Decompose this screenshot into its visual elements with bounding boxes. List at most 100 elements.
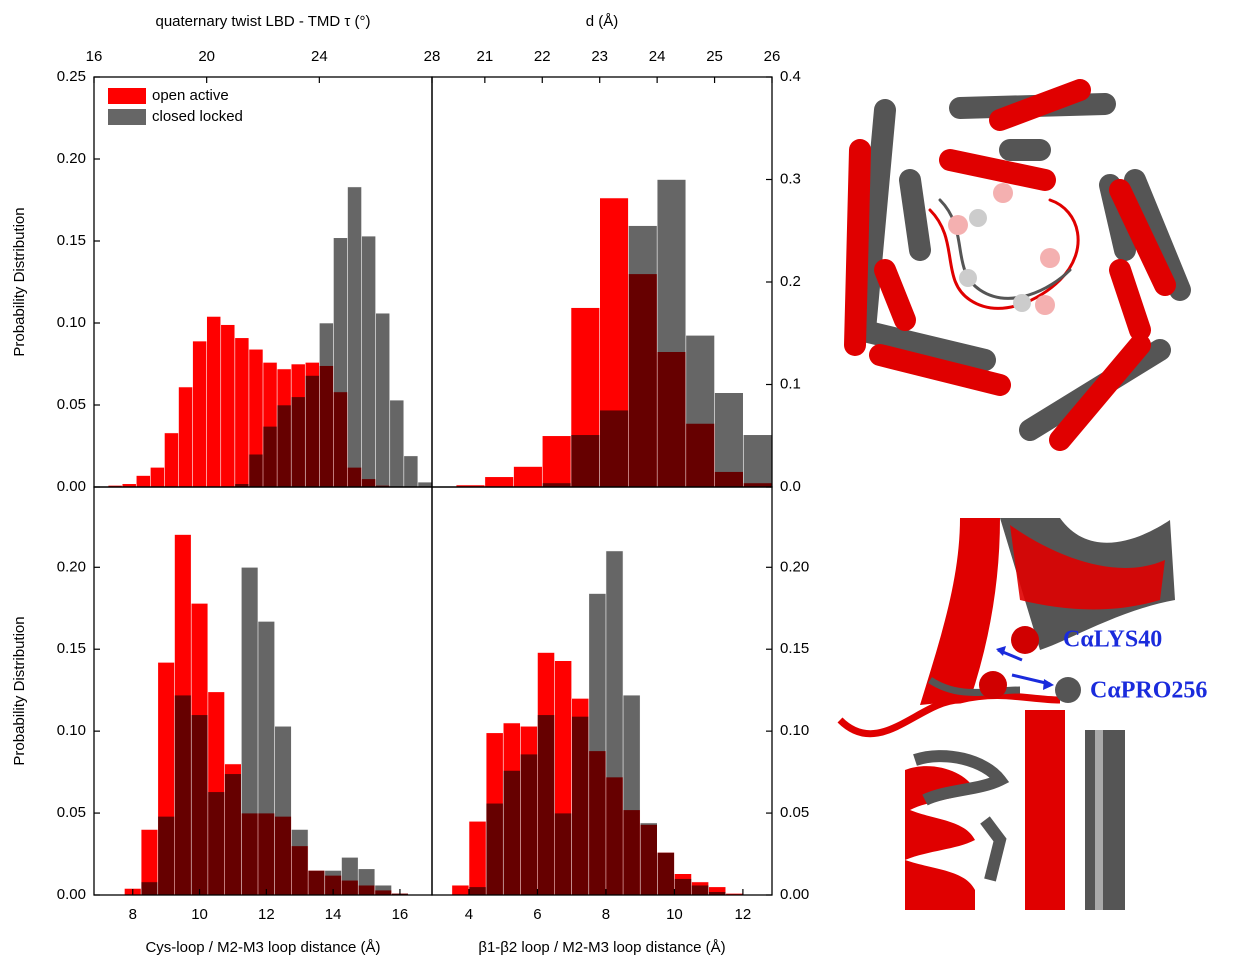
bar xyxy=(262,426,278,488)
y-tick-label: 0.00 xyxy=(57,478,86,495)
y-tick-label: 0.15 xyxy=(57,232,86,249)
bar xyxy=(319,322,334,488)
y-tick-label: 0.20 xyxy=(780,558,809,575)
panel: 16 20 24 28 quaternary twist LBD - TMD τ (°)… xyxy=(11,13,440,495)
y-tick-label: 0.0 xyxy=(780,478,801,495)
y-tick-label: 0.10 xyxy=(780,722,809,739)
y-tick-label: 0.05 xyxy=(780,804,809,821)
y-tick-label: 0.10 xyxy=(57,722,86,739)
y-tick-label: 0.1 xyxy=(780,375,801,392)
bar xyxy=(656,179,687,488)
bar xyxy=(714,392,744,488)
legend-swatch xyxy=(108,109,146,125)
bar xyxy=(157,816,175,896)
bar xyxy=(639,822,658,896)
bar xyxy=(554,812,572,896)
bar xyxy=(347,186,362,488)
x-tick-label: 14 xyxy=(325,906,342,923)
x-tick-label: 16 xyxy=(86,48,103,65)
bar xyxy=(656,852,675,896)
bar xyxy=(628,225,658,488)
x-tick-label: 16 xyxy=(392,906,409,923)
bar xyxy=(224,773,242,896)
y-tick-label: 0.05 xyxy=(57,804,86,821)
bar xyxy=(513,466,543,488)
bar xyxy=(178,386,193,488)
annotation: CαLYS40 xyxy=(1063,627,1162,653)
y-tick-label: 0.3 xyxy=(780,170,801,187)
bar xyxy=(451,884,470,896)
bar xyxy=(605,550,624,896)
x-tick-label: 22 xyxy=(534,48,551,65)
bar xyxy=(192,340,207,488)
bar xyxy=(484,476,514,488)
y-tick-label: 0.20 xyxy=(57,150,86,167)
bar xyxy=(570,434,601,488)
bar xyxy=(588,593,607,896)
y-tick-label: 0.00 xyxy=(780,886,809,903)
x-tick-label: 10 xyxy=(191,906,208,923)
bar xyxy=(485,802,504,896)
panel-frame xyxy=(431,486,773,896)
y-tick-label: 0.2 xyxy=(780,273,801,290)
structure-bottom: CαLYS40 CαPRO256 xyxy=(837,518,1207,910)
bar xyxy=(276,404,292,488)
bar xyxy=(622,694,641,896)
bar xyxy=(389,399,405,488)
bar xyxy=(304,375,320,488)
x-tick-label: 4 xyxy=(465,906,473,923)
x-axis-label: quaternary twist LBD - TMD τ (°) xyxy=(155,13,370,30)
bar xyxy=(742,434,773,488)
bar xyxy=(357,868,376,896)
x-tick-label: 10 xyxy=(666,906,683,923)
x-tick-label: 28 xyxy=(424,48,441,65)
y-axis-label: Probability Distribution xyxy=(11,207,28,356)
bar xyxy=(257,621,275,896)
bar xyxy=(150,467,165,488)
x-tick-label: 20 xyxy=(198,48,215,65)
x-tick-label: 6 xyxy=(533,906,541,923)
bar xyxy=(537,714,555,896)
x-tick-label: 25 xyxy=(706,48,723,65)
x-tick-label: 23 xyxy=(591,48,608,65)
x-tick-label: 8 xyxy=(602,906,610,923)
y-tick-label: 0.05 xyxy=(57,396,86,413)
panel: 4 6 8 10 12 β1-β2 loop / M2-M3 loop distance … xyxy=(431,486,809,956)
y-tick-label: 0.15 xyxy=(780,640,809,657)
y-tick-label: 0.15 xyxy=(57,640,86,657)
bar xyxy=(417,481,433,488)
annotation: CαPRO256 xyxy=(1090,678,1207,704)
x-tick-label: 12 xyxy=(735,906,752,923)
bar xyxy=(468,820,487,896)
x-axis-label: d (Å) xyxy=(586,13,619,30)
bar xyxy=(135,475,151,488)
x-tick-label: 24 xyxy=(311,48,328,65)
bar xyxy=(375,312,391,488)
panel: 8 10 12 14 16 Cys-loop / M2-M3 loop distance … xyxy=(11,486,433,956)
bar xyxy=(140,881,159,896)
bar xyxy=(220,324,236,488)
y-tick-label: 0.4 xyxy=(780,68,801,85)
bar xyxy=(291,829,309,896)
bar xyxy=(361,235,376,488)
y-tick-label: 0.25 xyxy=(57,68,86,85)
bar xyxy=(502,770,521,896)
bar xyxy=(520,753,538,896)
y-tick-label: 0.10 xyxy=(57,314,86,331)
bar xyxy=(541,435,572,488)
bar xyxy=(468,886,487,896)
bar xyxy=(207,791,225,896)
x-tick-label: 12 xyxy=(258,906,275,923)
bar xyxy=(190,714,209,896)
y-tick-label: 0.20 xyxy=(57,558,86,575)
bar xyxy=(234,337,250,488)
bar xyxy=(248,453,264,488)
bar xyxy=(174,694,192,896)
legend-label: open active xyxy=(152,87,229,104)
x-axis-label: β1-β2 loop / M2-M3 loop distance (Å) xyxy=(478,939,725,956)
y-axis-label: Probability Distribution xyxy=(11,616,28,765)
bar xyxy=(274,725,292,896)
x-tick-label: 21 xyxy=(476,48,493,65)
x-axis-label: Cys-loop / M2-M3 loop distance (Å) xyxy=(145,939,380,956)
